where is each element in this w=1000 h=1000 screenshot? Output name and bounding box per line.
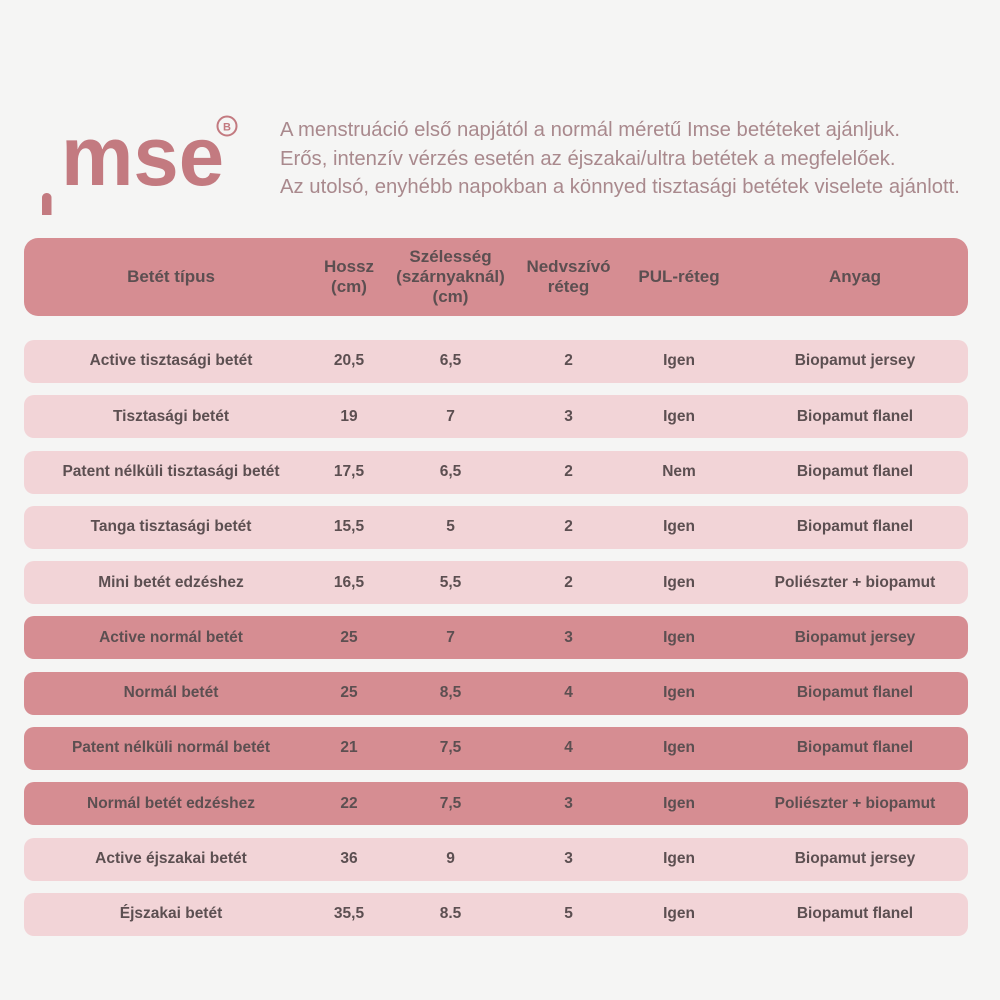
svg-text:mse: mse (61, 109, 224, 203)
svg-text:B: B (223, 122, 231, 134)
